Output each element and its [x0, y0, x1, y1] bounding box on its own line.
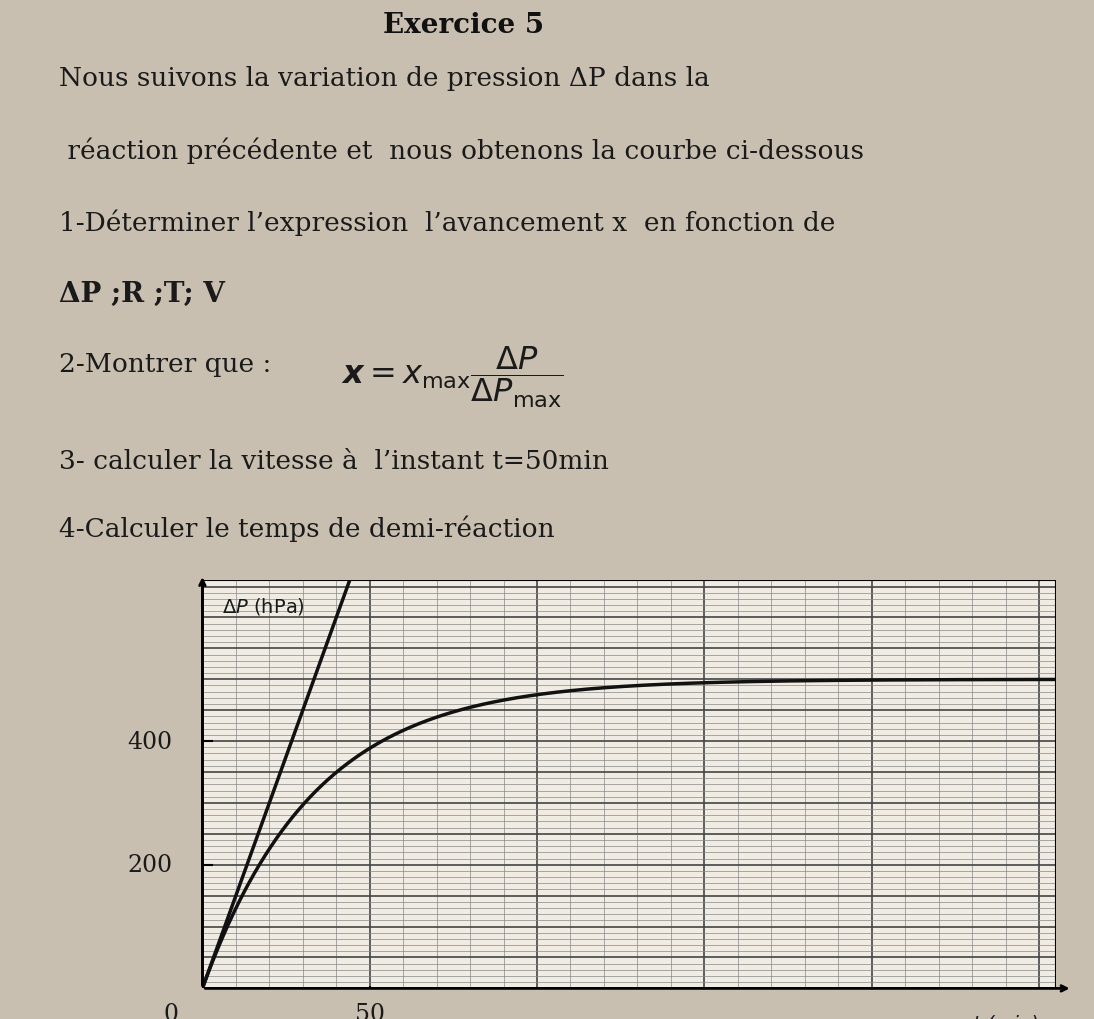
Text: ΔP ;R ;T; V: ΔP ;R ;T; V: [59, 280, 224, 307]
Text: Nous suivons la variation de pression ΔP dans la: Nous suivons la variation de pression ΔP…: [59, 66, 709, 92]
Text: 1-Déterminer l’expression  l’avancement x  en fonction de: 1-Déterminer l’expression l’avancement x…: [59, 209, 835, 235]
Text: 400: 400: [127, 730, 172, 753]
Text: 3- calculer la vitesse à  l’instant t=50min: 3- calculer la vitesse à l’instant t=50m…: [59, 448, 608, 474]
Text: $\boldsymbol{x} = \boldsymbol{x_{\rm max}} \dfrac{\Delta P}{\Delta P_{\rm max}}$: $\boldsymbol{x} = \boldsymbol{x_{\rm max…: [341, 344, 565, 410]
Text: t (min): t (min): [973, 1013, 1039, 1019]
Text: 2-Montrer que :: 2-Montrer que :: [59, 352, 279, 377]
Text: $\Delta P$ (hPa): $\Delta P$ (hPa): [222, 595, 305, 616]
Text: 50: 50: [354, 1002, 385, 1019]
Text: 200: 200: [127, 854, 172, 876]
Text: réaction précédente et  nous obtenons la courbe ci-dessous: réaction précédente et nous obtenons la …: [59, 138, 863, 164]
Text: Exercice 5: Exercice 5: [383, 12, 544, 39]
Text: 0: 0: [164, 1002, 179, 1019]
Text: 4-Calculer le temps de demi-réaction: 4-Calculer le temps de demi-réaction: [59, 515, 555, 541]
